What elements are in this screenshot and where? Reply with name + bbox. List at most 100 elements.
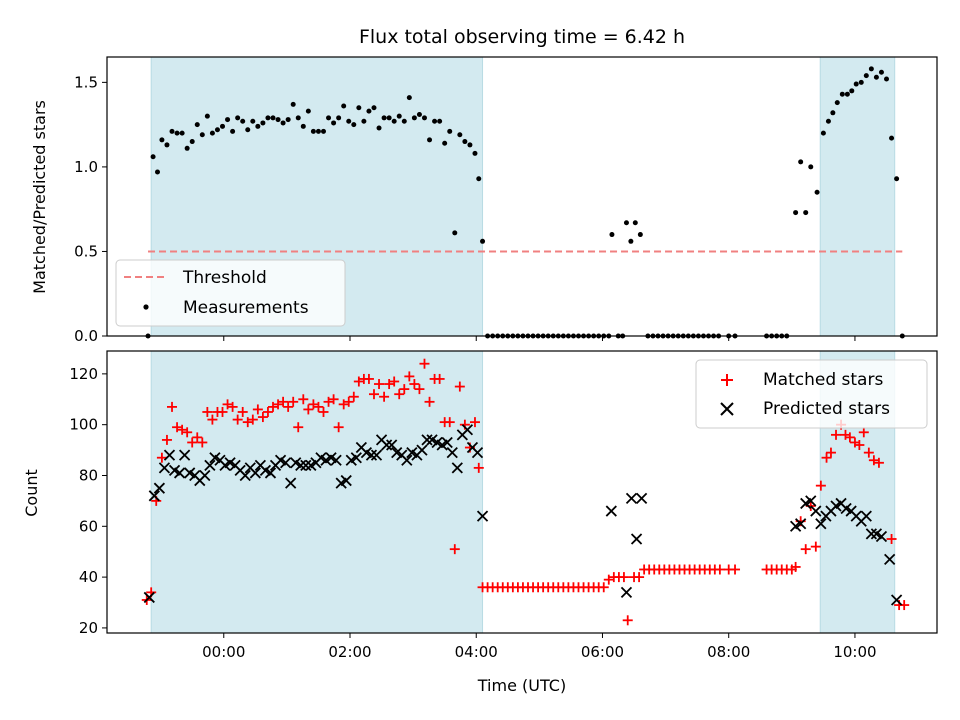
predicted-star-point	[380, 439, 393, 451]
matched-star-point	[844, 432, 855, 443]
measurement-point	[270, 115, 276, 121]
matched-star-point	[419, 358, 430, 369]
x-b	[229, 459, 241, 471]
matched-star-point	[854, 440, 865, 450]
x-b	[214, 454, 226, 466]
predicted-star-point	[625, 492, 638, 504]
matched-star-point	[389, 376, 400, 387]
measurement-point	[230, 128, 236, 134]
measurement-point	[209, 130, 215, 136]
x-tick-label: 02:00	[328, 643, 371, 661]
y-tick-label: 60	[79, 517, 98, 535]
predicted-star-point	[860, 510, 872, 522]
matched-star-point	[161, 434, 172, 445]
x-b	[158, 462, 171, 474]
measurement-point	[427, 137, 433, 143]
x-tick-label: 10:00	[833, 643, 876, 661]
predicted-star-point	[386, 439, 398, 451]
matched-star-point	[247, 414, 258, 425]
matched-star-point	[404, 371, 415, 382]
x-b	[249, 467, 261, 479]
ratio-panel-frame	[106, 56, 938, 337]
x-b	[295, 459, 307, 471]
measurement-point	[366, 108, 372, 114]
matched-star-point	[328, 394, 339, 405]
predicted-star-point	[805, 495, 817, 507]
matched-star-point	[268, 401, 278, 412]
measurement-point	[462, 139, 468, 145]
predicted-star-point	[441, 436, 453, 449]
matched-star-point	[273, 399, 284, 410]
ratio-x-ticks	[223, 336, 856, 341]
x-b	[234, 464, 246, 477]
measurement-point	[225, 117, 231, 123]
x-b	[635, 492, 648, 504]
measurement-point	[371, 105, 377, 111]
x-b	[870, 528, 883, 540]
predicted-star-point	[350, 452, 362, 464]
measurement-point	[260, 120, 266, 126]
x-b	[845, 505, 857, 517]
measurement-point	[637, 232, 643, 238]
y-tick-label: 100	[69, 416, 98, 434]
y-tick-label: 120	[69, 365, 98, 383]
measurement-point	[873, 74, 879, 80]
matched-star-point	[454, 381, 465, 392]
x-b	[259, 464, 272, 477]
matched-star-point	[288, 396, 299, 407]
predicted-star-point	[285, 477, 297, 489]
matched-star-point	[333, 422, 344, 433]
legend-predicted-swatch	[720, 402, 734, 416]
x-b	[850, 510, 862, 522]
x-b	[386, 439, 398, 451]
matched-star-point	[815, 480, 826, 491]
x-b	[380, 439, 393, 451]
predicted-star-point	[810, 505, 822, 517]
y-tick-label: 40	[79, 568, 98, 586]
matched-star-point	[863, 447, 874, 458]
x-b	[244, 462, 256, 474]
predicted-star-point	[204, 459, 216, 471]
x-b	[441, 436, 453, 449]
matched-star-point	[374, 379, 385, 390]
predicted-star-point	[875, 530, 888, 543]
measurement-point	[164, 142, 170, 148]
matched-star-point	[237, 406, 248, 417]
measurement-point	[235, 115, 241, 121]
matched-star-point	[303, 404, 314, 415]
count-legend-box	[695, 359, 928, 429]
matched-star-point	[343, 396, 354, 407]
predicted-star-point	[795, 518, 807, 530]
matched-star-point	[167, 401, 178, 412]
matched-star-point	[207, 414, 218, 425]
x-b	[163, 449, 176, 461]
x-b	[143, 591, 155, 604]
matched-star-point	[730, 564, 741, 575]
x-b	[365, 449, 378, 461]
x-b	[426, 434, 438, 446]
legend-predicted-label: Predicted stars	[763, 399, 890, 419]
x-b	[330, 454, 342, 466]
predicted-star-point	[815, 518, 827, 530]
measurement-point	[295, 115, 301, 121]
predicted-star-point	[264, 467, 277, 479]
predicted-star-point	[365, 449, 378, 461]
measurement-point	[361, 118, 367, 124]
x-b	[178, 449, 191, 461]
predicted-stars-points	[143, 424, 903, 606]
measurement-point	[839, 91, 845, 97]
matched-star-point	[858, 427, 869, 438]
matched-star-point	[257, 412, 268, 423]
measurement-point	[351, 122, 357, 128]
x-b	[148, 490, 160, 502]
measurement-point	[849, 88, 855, 94]
measurement-point	[391, 118, 397, 124]
measurement-point	[331, 120, 337, 126]
measurement-point	[863, 73, 869, 79]
x-b	[605, 505, 617, 517]
measurement-point	[150, 154, 156, 160]
x-b	[315, 452, 327, 464]
measurement-point	[480, 238, 486, 244]
measurement-point	[179, 130, 185, 136]
